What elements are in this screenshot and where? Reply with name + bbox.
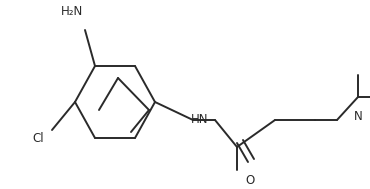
Text: HN: HN	[191, 113, 209, 126]
Text: N: N	[354, 110, 362, 123]
Text: O: O	[245, 174, 255, 187]
Text: H₂N: H₂N	[61, 5, 83, 18]
Text: Cl: Cl	[32, 132, 44, 145]
